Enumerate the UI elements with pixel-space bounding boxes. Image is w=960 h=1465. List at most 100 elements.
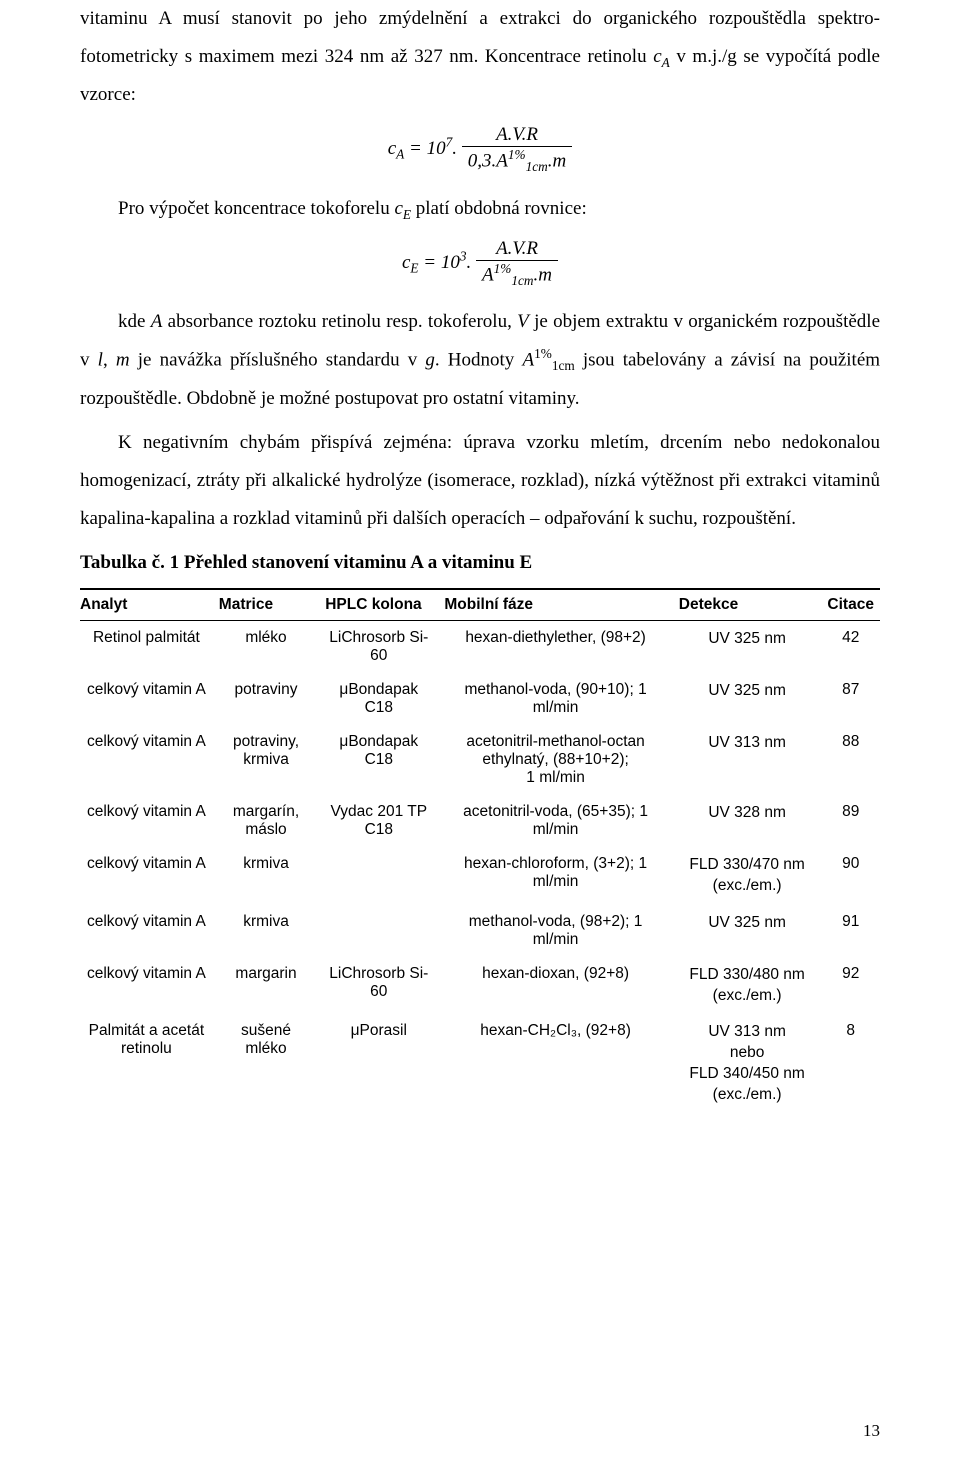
table-row: celkový vitamin ApotravinyμBondapak C18m…: [80, 673, 880, 725]
var-A: A: [151, 311, 163, 332]
table-cell: 42: [821, 620, 880, 673]
table-cell: celkový vitamin A: [80, 725, 213, 795]
table-cell: Vydac 201 TP C18: [319, 795, 438, 847]
table-row: celkový vitamin Amargarín, másloVydac 20…: [80, 795, 880, 847]
f1-den-sup: 1%: [508, 147, 526, 162]
f1-left: c: [388, 138, 396, 159]
f2-num: A.V.R: [476, 238, 558, 261]
table-row: celkový vitamin AmargarinLiChrosorb Si-6…: [80, 957, 880, 1015]
page-number: 13: [863, 1421, 880, 1441]
table-cell: celkový vitamin A: [80, 847, 213, 905]
table-cell: celkový vitamin A: [80, 957, 213, 1015]
f2-den-sub: 1cm: [511, 273, 533, 288]
var-1cm: 1cm: [552, 358, 575, 373]
var-cA-c: c: [653, 46, 661, 67]
table-cell: margarín, máslo: [213, 795, 319, 847]
th-kolona: HPLC kolona: [319, 589, 438, 621]
paragraph-3: kde A absorbance roztoku retinolu resp. …: [80, 303, 880, 418]
table-cell: Retinol palmitát: [80, 620, 213, 673]
p2-text-b: platí obdobná rovnice:: [411, 198, 587, 219]
table-row: celkový vitamin Apotraviny, krmivaμBonda…: [80, 725, 880, 795]
table-cell: [319, 847, 438, 905]
table-row: celkový vitamin Akrmiva hexan-chloroform,…: [80, 847, 880, 905]
table-cell: celkový vitamin A: [80, 905, 213, 957]
table-cell: [319, 905, 438, 957]
table-header-row: Analyt Matrice HPLC kolona Mobilní fáze …: [80, 589, 880, 621]
table-cell: Palmitát a acetát retinolu: [80, 1014, 213, 1114]
paragraph-2: Pro výpočet koncentrace tokoforelu cE pl…: [80, 190, 880, 228]
p3-a: absorbance roztoku retinolu resp. tokofe…: [162, 311, 517, 332]
p3-d: . Hodnoty: [435, 349, 523, 370]
var-cE-c: c: [394, 198, 402, 219]
table-cell: hexan-CH₂Cl₃, (92+8): [438, 1014, 672, 1114]
table-cell: μPorasil: [319, 1014, 438, 1114]
table-cell: UV 328 nm: [673, 795, 822, 847]
table-cell: UV 325 nm: [673, 620, 822, 673]
var-V: V: [517, 311, 529, 332]
data-table: Analyt Matrice HPLC kolona Mobilní fáze …: [80, 588, 880, 1114]
table-cell: UV 313 nm: [673, 725, 822, 795]
table-cell: 8: [821, 1014, 880, 1114]
th-matrice: Matrice: [213, 589, 319, 621]
table-cell: FLD 330/470 nm (exc./em.): [673, 847, 822, 905]
table-cell: μBondapak C18: [319, 673, 438, 725]
p3-c: je navážka příslušného standardu v: [130, 349, 426, 370]
th-analyt: Analyt: [80, 589, 213, 621]
f2-exp: 3: [460, 249, 467, 264]
f2-leftsub: E: [410, 261, 418, 276]
f1-den-pre: 0,3.: [468, 151, 497, 172]
table-cell: LiChrosorb Si-60: [319, 620, 438, 673]
table-cell: FLD 330/480 nm (exc./em.): [673, 957, 822, 1015]
table-row: Retinol palmitátmlékoLiChrosorb Si-60hex…: [80, 620, 880, 673]
var-cA-sub: A: [662, 55, 670, 70]
table-cell: 92: [821, 957, 880, 1015]
table-cell: celkový vitamin A: [80, 795, 213, 847]
table-cell: methanol-voda, (90+10); 1 ml/min: [438, 673, 672, 725]
table-cell: mléko: [213, 620, 319, 673]
formula-1: cA = 107. A.V.R 0,3.A1%1cm.m: [80, 124, 880, 175]
table-cell: sušené mléko: [213, 1014, 319, 1114]
var-m: m: [116, 349, 130, 370]
th-detekce: Detekce: [673, 589, 822, 621]
f2-den-A: A: [482, 264, 494, 285]
table-cell: acetonitril-methanol-octan ethylnatý, (8…: [438, 725, 672, 795]
table-cell: methanol-voda, (98+2); 1 ml/min: [438, 905, 672, 957]
table-cell: UV 313 nmneboFLD 340/450 nm (exc./em.): [673, 1014, 822, 1114]
var-cE-sub: E: [403, 206, 411, 221]
table-cell: acetonitril-voda, (65+35); 1 ml/min: [438, 795, 672, 847]
table-cell: 88: [821, 725, 880, 795]
th-citace: Citace: [821, 589, 880, 621]
table-cell: 91: [821, 905, 880, 957]
f1-den: 0,3.A1%1cm.m: [462, 147, 572, 175]
var-A1cm: A: [522, 349, 534, 370]
formula-2: cE = 103. A.V.R A1%1cm.m: [80, 238, 880, 289]
table-cell: celkový vitamin A: [80, 673, 213, 725]
f2-dot: .: [467, 252, 472, 273]
table-cell: krmiva: [213, 847, 319, 905]
table-cell: potraviny: [213, 673, 319, 725]
f2-den: A1%1cm.m: [476, 261, 558, 289]
f1-dot: .: [452, 138, 457, 159]
f2-den-post: .m: [534, 264, 552, 285]
table-cell: UV 325 nm: [673, 905, 822, 957]
f2-eq: = 10: [419, 252, 460, 273]
table-cell: hexan-chloroform, (3+2); 1 ml/min: [438, 847, 672, 905]
p3-indent: kde: [118, 311, 151, 332]
f1-den-sub: 1cm: [526, 160, 548, 175]
table-cell: μBondapak C18: [319, 725, 438, 795]
f1-den-post: .m: [548, 151, 566, 172]
table-cell: LiChrosorb Si-60: [319, 957, 438, 1015]
table-cell: margarin: [213, 957, 319, 1015]
table-cell: UV 325 nm: [673, 673, 822, 725]
f1-den-A: A: [496, 151, 508, 172]
f1-eq: = 10: [404, 138, 445, 159]
table-cell: hexan-dioxan, (92+8): [438, 957, 672, 1015]
paragraph-4: K negativním chybám přispívá zejména: úp…: [80, 424, 880, 538]
table-cell: potraviny, krmiva: [213, 725, 319, 795]
table-caption: Tabulka č. 1 Přehled stanovení vitaminu …: [80, 552, 880, 574]
f2-den-sup: 1%: [494, 261, 512, 276]
sep1: ,: [103, 349, 116, 370]
var-1pct: 1%: [534, 346, 552, 361]
var-g: g: [425, 349, 435, 370]
table-row: Palmitát a acetát retinolusušené mlékoμP…: [80, 1014, 880, 1114]
